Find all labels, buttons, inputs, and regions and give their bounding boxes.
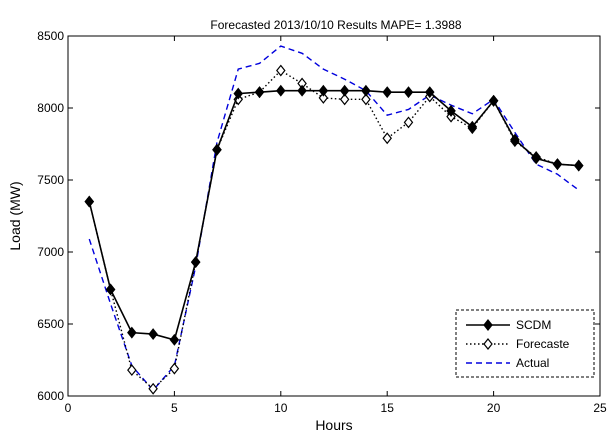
data-point-scdm xyxy=(339,84,350,97)
data-point-scdm xyxy=(531,152,541,165)
x-tick-label: 15 xyxy=(381,401,395,415)
data-point-scdm xyxy=(488,94,499,107)
data-point-scdm xyxy=(424,86,435,99)
series-scdm xyxy=(84,84,584,346)
data-point-forecaste xyxy=(403,116,414,129)
data-point-forecaste xyxy=(127,364,137,377)
data-point-forecaste xyxy=(169,362,180,375)
data-point-scdm xyxy=(382,86,392,99)
x-tick-label: 25 xyxy=(593,401,607,415)
legend: SCDM Forecaste Actual xyxy=(455,309,595,378)
data-point-scdm xyxy=(403,86,414,99)
y-tick-label: 6000 xyxy=(37,389,64,403)
data-point-scdm xyxy=(212,143,222,156)
data-point-forecaste xyxy=(339,93,350,106)
legend-label: Forecaste xyxy=(516,337,570,351)
data-point-forecaste xyxy=(382,132,392,145)
data-point-forecaste xyxy=(361,93,371,106)
x-axis-label: Hours xyxy=(315,417,352,433)
data-point-scdm xyxy=(573,159,584,172)
data-point-forecaste xyxy=(148,382,158,395)
y-axis-label: Load (MW) xyxy=(7,181,23,250)
data-point-scdm xyxy=(127,326,137,339)
legend-label: SCDM xyxy=(516,318,551,332)
x-tick-label: 5 xyxy=(171,401,178,415)
data-point-scdm xyxy=(361,84,371,97)
data-point-scdm xyxy=(297,84,307,97)
y-axis: 6000 6500 7000 7500 8000 8500 xyxy=(37,29,600,403)
data-point-scdm xyxy=(190,256,201,269)
data-point-scdm xyxy=(148,328,158,341)
data-point-scdm xyxy=(467,120,478,133)
x-tick-label: 20 xyxy=(487,401,501,415)
data-point-scdm xyxy=(446,104,456,117)
series-layer xyxy=(84,45,584,395)
y-tick-label: 8000 xyxy=(37,101,64,115)
y-tick-label: 7500 xyxy=(37,173,64,187)
legend-label: Actual xyxy=(516,356,549,370)
y-tick-label: 8500 xyxy=(37,29,64,43)
x-tick-label: 10 xyxy=(274,401,288,415)
y-tick-label: 7000 xyxy=(37,245,64,259)
data-point-scdm xyxy=(233,87,244,100)
data-point-scdm xyxy=(510,133,520,146)
data-point-forecaste xyxy=(276,64,286,77)
data-point-scdm xyxy=(318,84,329,97)
data-point-scdm xyxy=(84,195,95,208)
legend-marker xyxy=(483,338,493,350)
x-tick-label: 0 xyxy=(65,401,72,415)
data-point-scdm xyxy=(552,158,563,171)
chart-title: Forecasted 2013/10/10 Results MAPE= 1.39… xyxy=(210,18,461,32)
y-tick-label: 6500 xyxy=(37,317,64,331)
legend-marker xyxy=(483,319,493,331)
data-point-scdm xyxy=(276,84,286,97)
data-point-scdm xyxy=(169,333,180,346)
data-point-scdm xyxy=(105,283,116,296)
data-point-scdm xyxy=(254,86,265,99)
data-point-forecaste xyxy=(318,91,329,104)
x-axis: 0 5 10 15 20 25 xyxy=(65,36,607,415)
